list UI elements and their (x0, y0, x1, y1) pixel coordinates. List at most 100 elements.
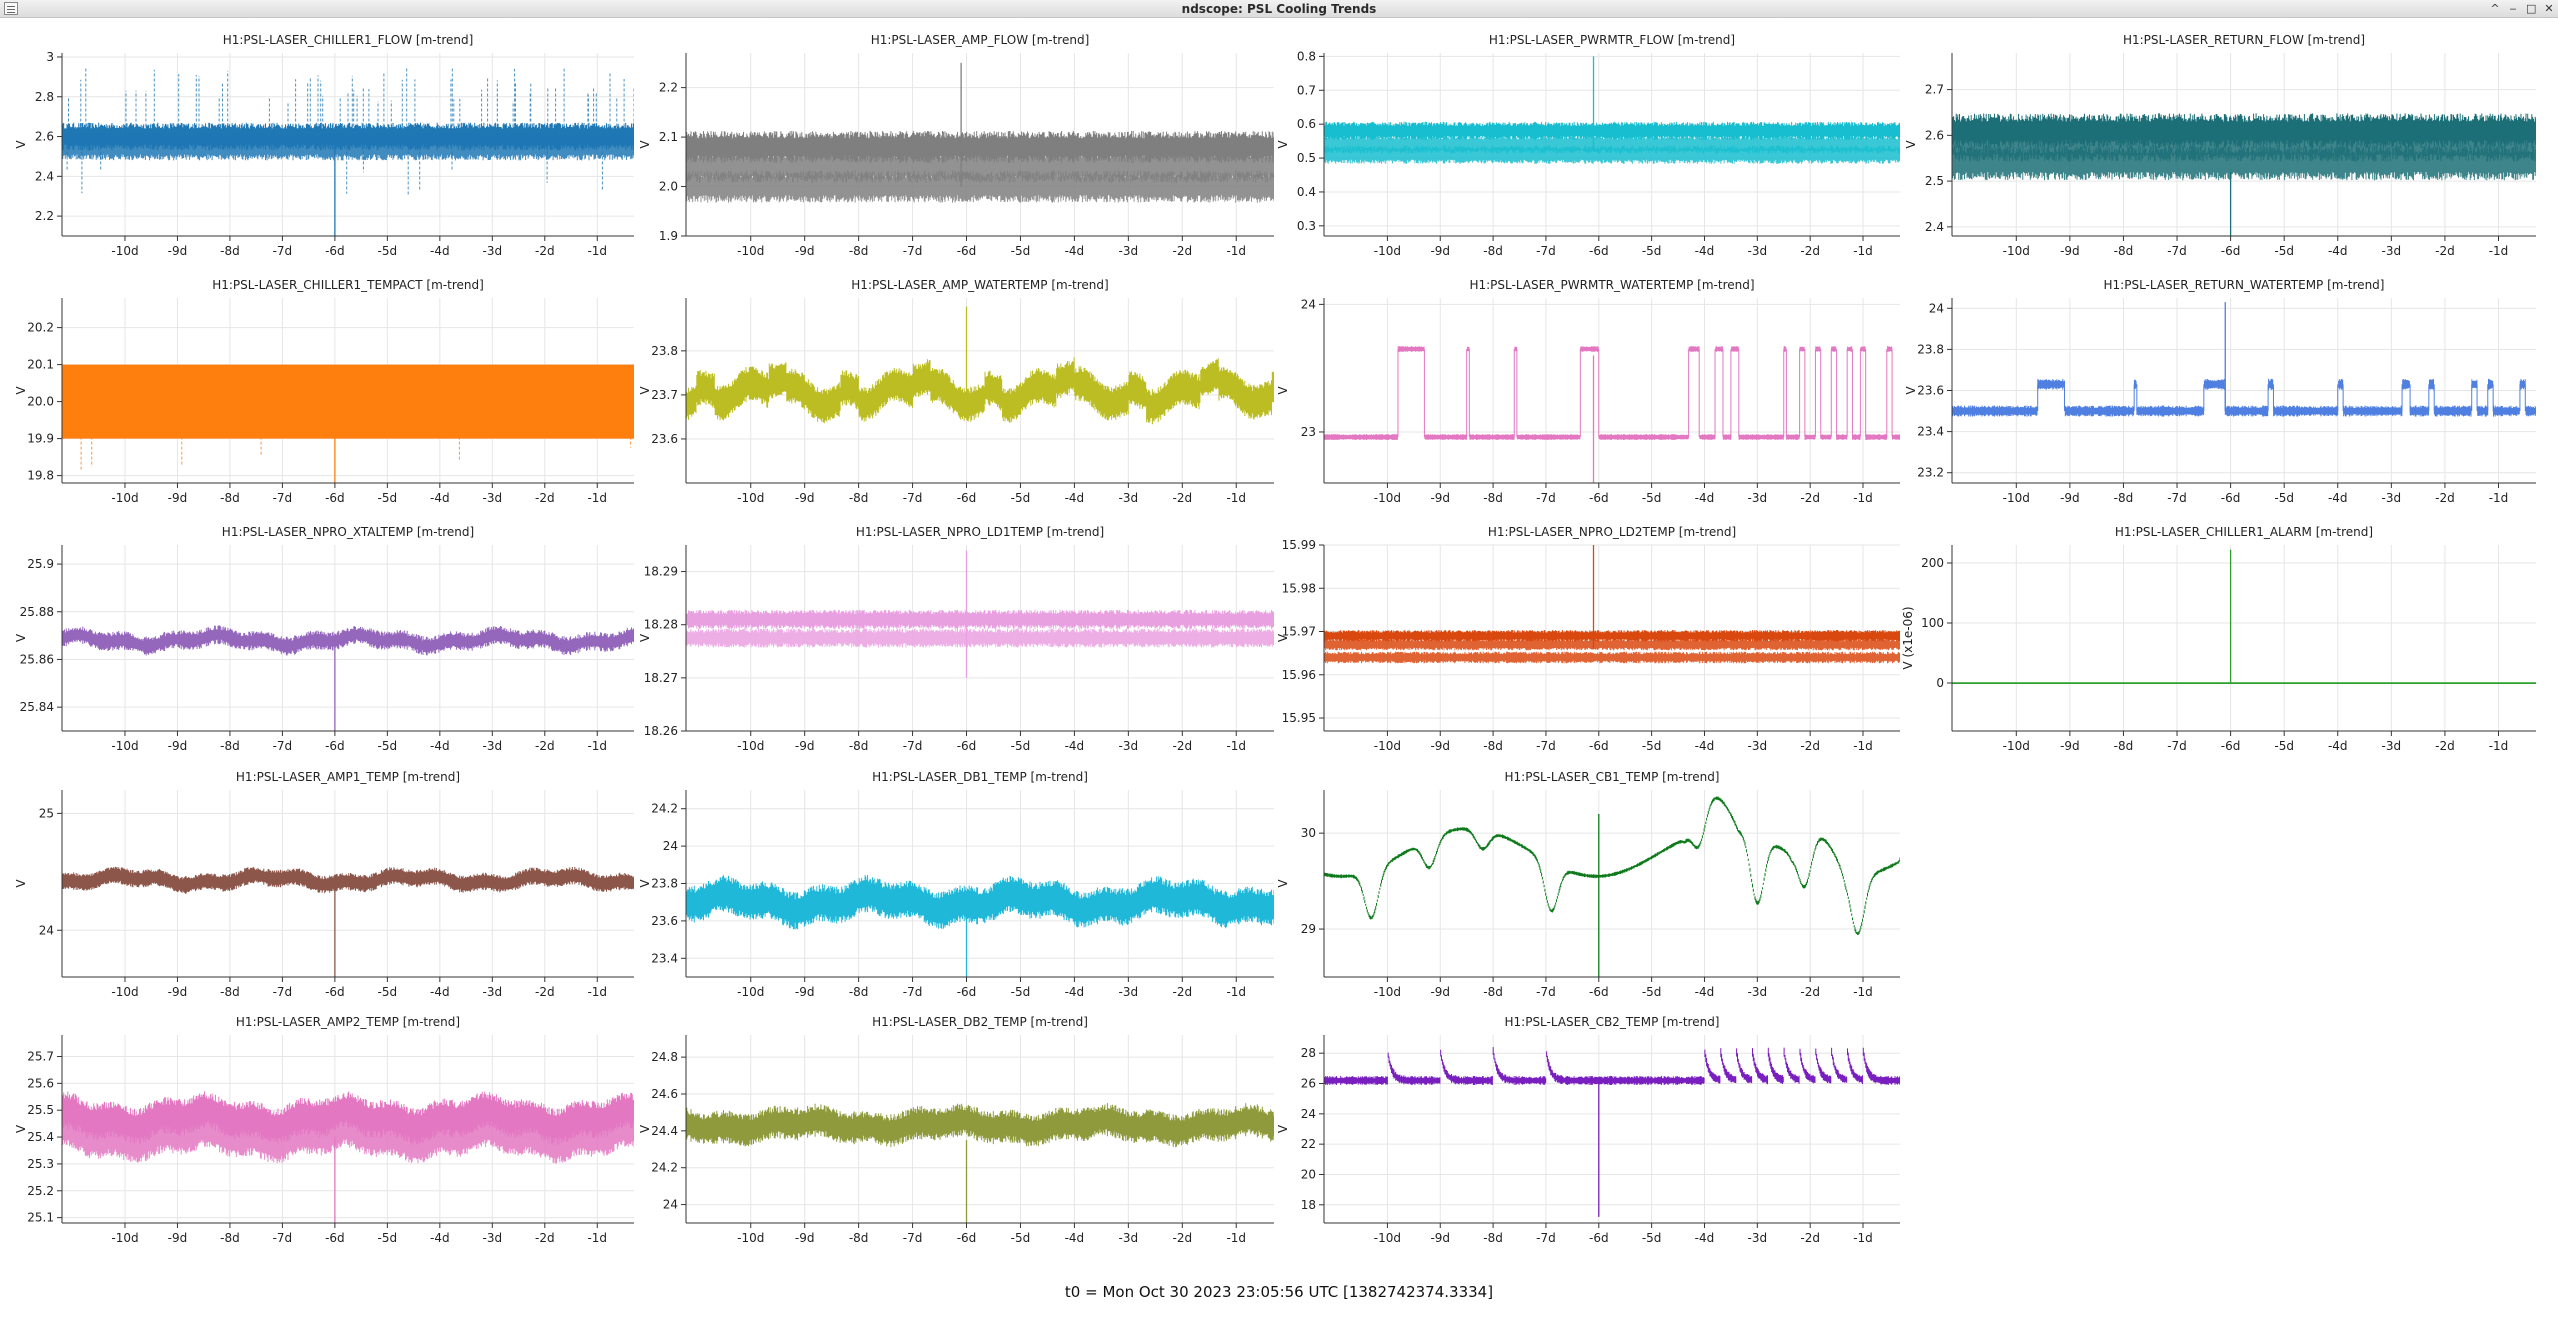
y-tick-label: 2.7 (1925, 83, 1944, 97)
plot-panel-16[interactable]: H1:PSL-LASER_DB2_TEMP [m-trend] -10d -9d -8… (638, 1015, 1274, 1245)
x-tick-label: -9d (2060, 244, 2080, 258)
plot-panel-6[interactable]: H1:PSL-LASER_PWRMTR_WATERTEMP [m-trend] -… (1276, 278, 1900, 505)
x-tick-label: -8d (220, 491, 240, 505)
y-tick-label: 23.4 (651, 951, 678, 965)
window-title: ndscope: PSL Cooling Trends (1181, 2, 1377, 16)
y-tick-label: 2.4 (35, 169, 54, 183)
x-tick-label: -1d (587, 244, 607, 258)
x-tick-label: -5d (2274, 739, 2294, 753)
plot-panel-13[interactable]: H1:PSL-LASER_DB1_TEMP [m-trend] -10d -9d -8… (638, 770, 1274, 999)
y-tick-label: 24 (663, 839, 678, 853)
y-tick-label: 25.9 (27, 557, 54, 571)
x-tick-label: -1d (1853, 739, 1873, 753)
x-tick-label: -1d (1853, 1231, 1873, 1245)
y-axis-label: V (14, 633, 28, 642)
plot-panel-0[interactable]: H1:PSL-LASER_CHILLER1_FLOW [m-trend] -10d… (14, 33, 634, 258)
x-tick-label: -7d (1536, 739, 1556, 753)
y-tick-label: 20.2 (27, 321, 54, 335)
x-tick-label: -9d (1430, 1231, 1450, 1245)
y-axis-label: V (1276, 879, 1290, 888)
x-tick-label: -2d (1172, 244, 1192, 258)
series-band (1952, 145, 2536, 181)
y-tick-label: 26 (1301, 1077, 1316, 1091)
y-tick-label: 24.4 (651, 1124, 678, 1138)
x-tick-label: -7d (903, 1231, 923, 1245)
plot-panel-3[interactable]: H1:PSL-LASER_RETURN_FLOW [m-trend] -10d -9… (1904, 33, 2536, 258)
plot-panel-12[interactable]: H1:PSL-LASER_AMP1_TEMP [m-trend] -10d -9d -… (14, 770, 634, 999)
y-tick-label: 19.9 (27, 432, 54, 446)
y-tick-label: 24 (1929, 301, 1944, 315)
x-tick-label: -7d (273, 491, 293, 505)
x-tick-label: -6d (325, 985, 345, 999)
plot-panel-17[interactable]: H1:PSL-LASER_CB2_TEMP [m-trend] -10d -9d -8… (1276, 1015, 1900, 1245)
plot-panel-7[interactable]: H1:PSL-LASER_RETURN_WATERTEMP [m-trend] -… (1904, 278, 2536, 505)
shade-window-icon[interactable]: ^ (2490, 2, 2500, 15)
y-tick-label: 18 (1301, 1198, 1316, 1212)
y-axis-label: V (1276, 140, 1290, 149)
plot-panel-10[interactable]: H1:PSL-LASER_NPRO_LD2TEMP [m-trend] -10d -… (1276, 525, 1900, 753)
x-tick-label: -8d (849, 985, 869, 999)
x-tick-label: -6d (2221, 739, 2241, 753)
x-tick-label: -4d (430, 1231, 450, 1245)
series-band (1324, 121, 1900, 141)
x-tick-label: -8d (1483, 1231, 1503, 1245)
series-band (62, 1091, 634, 1145)
x-tick-label: -4d (1695, 739, 1715, 753)
y-axis-label: V (638, 1124, 652, 1133)
data-series (62, 364, 634, 483)
x-tick-label: -2d (1172, 1231, 1192, 1245)
plot-panel-2[interactable]: H1:PSL-LASER_PWRMTR_FLOW [m-trend] -10d -9… (1276, 33, 1900, 258)
x-tick-label: -9d (795, 491, 815, 505)
x-tick-label: -1d (1226, 244, 1246, 258)
y-tick-label: 22 (1301, 1137, 1316, 1151)
x-tick-label: -6d (957, 1231, 977, 1245)
app-menu-icon[interactable] (4, 2, 18, 15)
x-tick-label: -3d (2382, 244, 2402, 258)
y-tick-label: 23.7 (651, 388, 678, 402)
close-window-icon[interactable]: ✕ (2544, 2, 2554, 15)
y-tick-label: 0.6 (1297, 117, 1316, 131)
x-tick-label: -5d (1642, 985, 1662, 999)
minimize-window-icon[interactable]: ‒ (2509, 2, 2517, 15)
x-tick-label: -5d (2274, 491, 2294, 505)
plot-title: H1:PSL-LASER_AMP_FLOW [m-trend] (871, 33, 1090, 47)
data-series (686, 306, 1274, 425)
maximize-window-icon[interactable]: □ (2526, 2, 2537, 15)
x-tick-label: -10d (737, 985, 764, 999)
data-series (1324, 545, 1900, 664)
x-tick-label: -6d (325, 244, 345, 258)
y-tick-label: 23.2 (1917, 466, 1944, 480)
plot-panel-8[interactable]: H1:PSL-LASER_NPRO_XTALTEMP [m-trend] -10d… (14, 525, 634, 753)
x-tick-label: -9d (168, 1231, 188, 1245)
x-tick-label: -9d (168, 739, 188, 753)
x-tick-label: -9d (1430, 739, 1450, 753)
plot-grid[interactable]: H1:PSL-LASER_CHILLER1_FLOW [m-trend] -10d… (0, 18, 2558, 1280)
x-tick-label: -4d (1695, 491, 1715, 505)
plot-panel-1[interactable]: H1:PSL-LASER_AMP_FLOW [m-trend] -10d -9d -8… (638, 33, 1274, 258)
plot-panel-5[interactable]: H1:PSL-LASER_AMP_WATERTEMP [m-trend] -10d… (638, 278, 1274, 505)
plot-panel-11[interactable]: H1:PSL-LASER_CHILLER1_ALARM [m-trend] -10… (1901, 525, 2536, 753)
x-tick-label: -4d (430, 491, 450, 505)
x-tick-label: -9d (795, 985, 815, 999)
y-tick-label: 20.0 (27, 395, 54, 409)
series-spikes (68, 66, 634, 137)
y-tick-label: 25.7 (27, 1049, 54, 1063)
y-tick-label: 23.8 (651, 877, 678, 891)
x-tick-label: -1d (587, 985, 607, 999)
data-series (1952, 113, 2536, 236)
plot-title: H1:PSL-LASER_AMP2_TEMP [m-trend] (236, 1015, 460, 1029)
plot-panel-9[interactable]: H1:PSL-LASER_NPRO_LD1TEMP [m-trend] -10d -… (638, 525, 1274, 753)
plot-panel-15[interactable]: H1:PSL-LASER_AMP2_TEMP [m-trend] -10d -9d -… (14, 1015, 634, 1245)
series-band (1952, 378, 2536, 417)
plot-panel-14[interactable]: H1:PSL-LASER_CB1_TEMP [m-trend] -10d -9d -8… (1276, 770, 1900, 999)
x-tick-label: -3d (483, 739, 503, 753)
y-tick-label: 2.6 (1925, 128, 1944, 142)
x-tick-label: -2d (1172, 739, 1192, 753)
plot-panel-4[interactable]: H1:PSL-LASER_CHILLER1_TEMPACT [m-trend] -… (14, 278, 634, 505)
t0-label: t0 = Mon Oct 30 2023 23:05:56 UTC [13827… (1064, 1283, 1494, 1301)
y-axis-label: V (1904, 386, 1918, 395)
x-tick-label: -10d (111, 1231, 138, 1245)
plot-title: H1:PSL-LASER_CHILLER1_TEMPACT [m-trend] (212, 278, 484, 292)
x-tick-label: -6d (1589, 491, 1609, 505)
x-tick-label: -9d (168, 491, 188, 505)
